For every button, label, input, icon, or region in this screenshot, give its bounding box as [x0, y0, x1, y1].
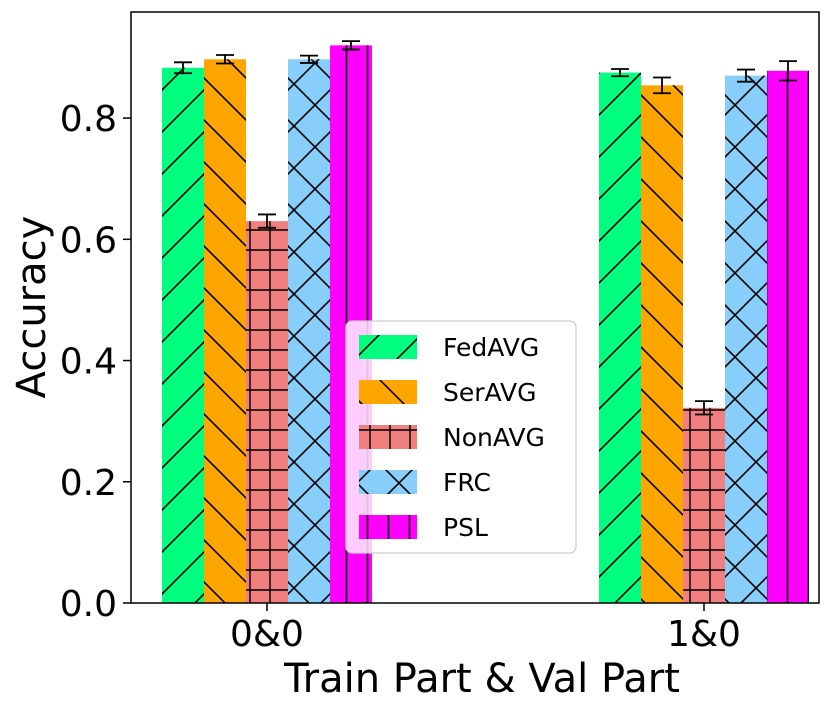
error-bar-psl-0	[342, 40, 360, 51]
legend-label: FedAVG	[443, 333, 539, 362]
legend-label: SerAVG	[443, 378, 537, 407]
error-bars-layer	[174, 40, 797, 416]
bar-psl-1	[767, 70, 809, 603]
legend-item-psl: PSL	[359, 513, 488, 542]
legend-entries: FedAVG SerAVG NonAVG FRC PSL	[359, 333, 545, 542]
legend-label: NonAVG	[443, 423, 545, 452]
bar-nonavg-1	[683, 407, 725, 603]
bar-nonavg-0	[246, 221, 288, 603]
bar-seravg-0	[204, 59, 246, 603]
error-bar-frc-0	[300, 54, 318, 64]
error-bar-seravg-1	[653, 76, 671, 95]
error-bar-nonavg-0	[258, 213, 276, 229]
bar-frc-1	[725, 75, 767, 603]
y-tick-label: 0.2	[60, 463, 117, 504]
y-tick-label: 0.0	[60, 584, 117, 625]
x-axis-title: Train Part & Val Part	[283, 656, 680, 702]
bar-seravg-1	[641, 85, 683, 604]
error-bar-frc-1	[737, 68, 755, 83]
y-tick-label: 0.4	[60, 342, 117, 383]
legend-label: PSL	[443, 513, 488, 542]
legend: FedAVG SerAVG NonAVG FRC PSL	[345, 320, 577, 554]
bar-frc-0	[288, 59, 330, 603]
error-bar-fedavg-0	[174, 61, 192, 75]
y-axis-title: Accuracy	[9, 216, 55, 399]
error-bar-seravg-0	[216, 54, 234, 65]
error-bar-fedavg-1	[611, 68, 629, 78]
legend-item-fedavg: FedAVG	[359, 333, 539, 362]
legend-box	[345, 320, 577, 554]
bar-fedavg-1	[599, 72, 641, 604]
y-axis: 0.0 0.2 0.4 0.6 0.8	[60, 99, 131, 625]
legend-item-frc: FRC	[359, 468, 491, 497]
error-bar-nonavg-1	[695, 400, 713, 416]
x-tick-label: 1&0	[667, 614, 741, 655]
x-axis: 0&0 1&0	[230, 603, 741, 655]
legend-item-nonavg: NonAVG	[359, 423, 545, 452]
x-tick-label: 0&0	[230, 614, 304, 655]
error-bar-psl-1	[779, 60, 797, 82]
plot-frame	[130, 11, 820, 604]
legend-label: FRC	[443, 468, 491, 497]
y-tick-label: 0.6	[60, 220, 117, 261]
bar-fedavg-0	[162, 67, 204, 603]
legend-item-seravg: SerAVG	[359, 378, 537, 407]
y-tick-label: 0.8	[60, 99, 117, 140]
